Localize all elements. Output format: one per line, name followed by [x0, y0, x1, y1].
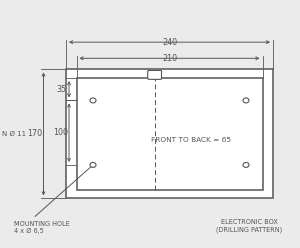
- Bar: [76, 78, 262, 190]
- Text: 35: 35: [56, 85, 67, 94]
- Text: 240: 240: [162, 38, 177, 47]
- Bar: [66, 69, 273, 198]
- Text: 100: 100: [53, 128, 68, 137]
- Text: N Ø 11: N Ø 11: [2, 131, 26, 137]
- Text: MOUNTING HOLE
4 x Ø 6,5: MOUNTING HOLE 4 x Ø 6,5: [14, 221, 69, 234]
- Text: FRONT TO BACK = 65: FRONT TO BACK = 65: [151, 136, 231, 143]
- Text: 170: 170: [28, 129, 43, 138]
- FancyBboxPatch shape: [148, 70, 161, 79]
- Text: 210: 210: [162, 54, 177, 63]
- Text: ELECTRONIC BOX
(DRILLING PATTERN): ELECTRONIC BOX (DRILLING PATTERN): [216, 219, 282, 233]
